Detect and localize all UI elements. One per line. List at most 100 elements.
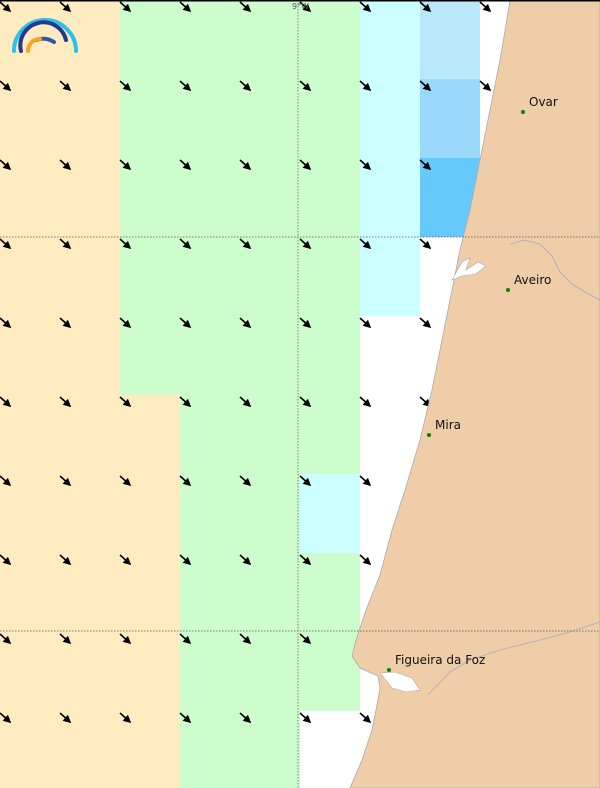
- wind-arrow: [59, 317, 72, 329]
- city-mira[interactable]: Mira: [427, 418, 461, 437]
- wind-arrow: [59, 238, 72, 250]
- value-cell: [300, 553, 360, 632]
- wind-arrow: [239, 396, 252, 408]
- value-cell: [300, 79, 360, 158]
- value-cell: [120, 711, 180, 788]
- wind-arrow: [0, 1, 12, 13]
- wind-arrow: [359, 317, 372, 329]
- wind-arrow: [299, 159, 312, 171]
- wind-arrow: [59, 1, 72, 13]
- value-cell: [180, 395, 240, 474]
- value-cell: [300, 632, 360, 711]
- value-cell: [180, 0, 240, 79]
- wind-arrow: [59, 396, 72, 408]
- city-label: Aveiro: [514, 273, 551, 287]
- wind-arrow: [359, 238, 372, 250]
- river: [427, 621, 600, 696]
- wind-arrow: [239, 1, 252, 13]
- wind-arrow: [479, 1, 492, 13]
- value-cell: [300, 474, 360, 553]
- wind-arrow: [59, 554, 72, 566]
- wind-arrow: [119, 633, 132, 645]
- value-cell: [180, 474, 240, 553]
- logo: [12, 18, 78, 53]
- value-cell: [360, 0, 420, 79]
- wind-arrow: [359, 1, 372, 13]
- value-cell: [120, 0, 180, 79]
- wind-arrow: [239, 554, 252, 566]
- wind-arrow: [59, 475, 72, 487]
- value-cell: [360, 316, 420, 395]
- value-cell: [240, 553, 300, 632]
- value-cell: [120, 237, 180, 316]
- value-cell: [300, 316, 360, 395]
- value-cell: [120, 395, 180, 474]
- value-cell: [120, 158, 180, 237]
- value-cell: [120, 553, 180, 632]
- value-cell: [120, 79, 180, 158]
- wind-arrow: [299, 396, 312, 408]
- wind-arrow: [299, 554, 312, 566]
- wind-arrow: [179, 712, 192, 724]
- value-cell: [60, 632, 120, 711]
- wind-arrow: [359, 475, 372, 487]
- wind-arrow: [0, 238, 12, 250]
- value-cell: [60, 711, 120, 788]
- wind-arrow: [419, 159, 432, 171]
- wind-arrow: [179, 554, 192, 566]
- wind-arrow: [359, 396, 372, 408]
- wind-arrow: [59, 633, 72, 645]
- value-cell: [0, 711, 60, 788]
- city-label: Mira: [435, 418, 461, 432]
- wind-arrow: [359, 712, 372, 724]
- value-cell: [300, 237, 360, 316]
- wind-arrow: [419, 1, 432, 13]
- value-cell: [360, 158, 420, 237]
- value-cell: [0, 158, 60, 237]
- value-cell: [300, 0, 360, 79]
- wind-arrow: [59, 712, 72, 724]
- wind-arrow: [179, 475, 192, 487]
- value-cell: [120, 474, 180, 553]
- value-cell: [360, 237, 420, 316]
- wind-arrow: [119, 712, 132, 724]
- wind-arrow: [179, 80, 192, 92]
- wind-arrow: [299, 1, 312, 13]
- wind-arrow: [0, 633, 12, 645]
- wind-arrow: [479, 80, 492, 92]
- value-cell: [0, 474, 60, 553]
- value-cell: [240, 158, 300, 237]
- value-cell: [180, 632, 240, 711]
- value-cell: [0, 632, 60, 711]
- value-cell: [180, 79, 240, 158]
- city-ovar[interactable]: Ovar: [521, 95, 558, 114]
- wind-arrow: [299, 475, 312, 487]
- value-cell: [60, 474, 120, 553]
- value-cell: [60, 316, 120, 395]
- wind-arrow: [0, 159, 12, 171]
- wind-arrow: [0, 712, 12, 724]
- wind-arrow: [119, 554, 132, 566]
- city-figueira-da-foz[interactable]: Figueira da Foz: [387, 653, 485, 672]
- wind-arrow: [299, 633, 312, 645]
- wind-arrow: [119, 475, 132, 487]
- wind-arrow: [299, 317, 312, 329]
- value-cell: [120, 632, 180, 711]
- value-cell: [360, 395, 420, 474]
- lagoon-aveiro: [451, 257, 487, 281]
- wind-arrow: [239, 633, 252, 645]
- wind-arrow: [119, 1, 132, 13]
- value-cell: [300, 395, 360, 474]
- wind-arrow: [0, 80, 12, 92]
- value-cell: [240, 237, 300, 316]
- wind-arrow: [0, 317, 12, 329]
- wind-arrow: [239, 475, 252, 487]
- value-cell: [180, 711, 240, 788]
- value-cell: [180, 158, 240, 237]
- wind-arrow: [299, 238, 312, 250]
- wind-arrow: [119, 396, 132, 408]
- city-aveiro[interactable]: Aveiro: [506, 273, 551, 292]
- value-cell: [360, 79, 420, 158]
- wind-arrow: [179, 159, 192, 171]
